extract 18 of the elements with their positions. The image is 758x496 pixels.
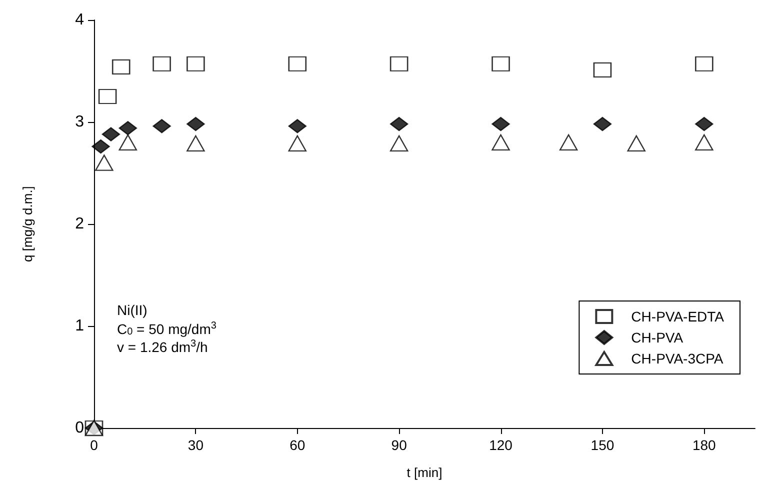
x-tick-label: 150: [590, 437, 614, 453]
legend-label: CH-PVA: [631, 330, 684, 346]
y-tick-label: 3: [75, 114, 84, 130]
y-tick-label: 4: [75, 12, 84, 28]
legend-label: CH-PVA-3CPA: [631, 350, 724, 366]
y-tick-label: 1: [75, 318, 84, 334]
legend-label: CH-PVA-EDTA: [631, 308, 725, 324]
x-tick-label: 90: [391, 437, 408, 453]
x-tick-label: 30: [188, 437, 204, 453]
x-tick-label: 60: [290, 437, 306, 453]
y-tick-label: 2: [75, 216, 84, 232]
x-tick-label: 120: [489, 437, 513, 453]
x-tick-label: 0: [90, 437, 98, 453]
y-tick-label: 0: [75, 420, 84, 436]
y-axis-title: q [mg/g d.m.]: [20, 186, 35, 262]
x-tick-label: 180: [692, 437, 716, 453]
x-axis-title: t [min]: [406, 465, 442, 480]
annotation: Ni(II): [117, 302, 148, 318]
